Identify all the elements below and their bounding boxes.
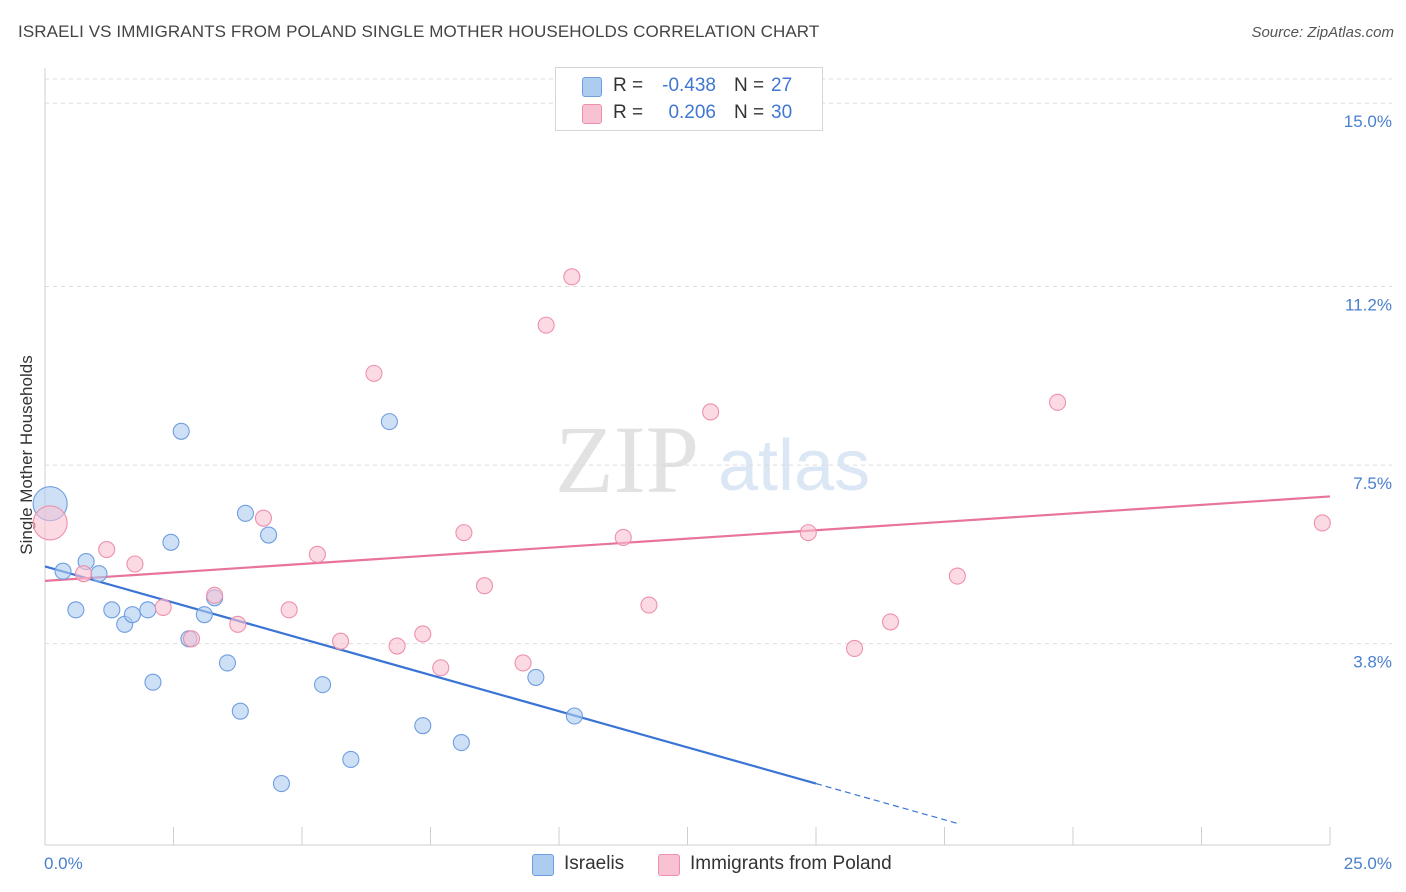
israelis-point xyxy=(527,668,545,686)
poland-point xyxy=(365,364,383,382)
israelis-point xyxy=(144,673,162,691)
poland-point xyxy=(948,567,966,585)
poland-point xyxy=(640,596,658,614)
israelis-point xyxy=(452,733,470,752)
poland-point xyxy=(154,598,172,616)
israelis-point xyxy=(236,504,255,522)
poland-point xyxy=(32,505,68,541)
poland-point xyxy=(308,545,326,563)
legend-swatch-poland xyxy=(582,104,602,124)
trend-lines xyxy=(44,495,1331,825)
axes xyxy=(44,68,1331,846)
legend-n-value: 30 xyxy=(771,102,793,123)
legend-label-israelis: Israelis xyxy=(564,853,625,874)
watermark-zip: ZIP xyxy=(555,406,699,513)
x-tick-label: 25.0% xyxy=(1344,854,1392,873)
chart-title: ISRAELI VS IMMIGRANTS FROM POLAND SINGLE… xyxy=(18,22,820,41)
source-credit: Source: ZipAtlas.com xyxy=(1251,24,1394,41)
poland-point xyxy=(1313,514,1331,532)
legend-r-value: -0.438 xyxy=(662,75,716,96)
poland-point xyxy=(182,630,201,648)
trend-line xyxy=(44,565,817,785)
gridlines xyxy=(45,78,1392,645)
poland-point xyxy=(475,577,494,595)
israelis-point xyxy=(54,562,72,580)
poland-point xyxy=(537,316,555,334)
israelis-point xyxy=(342,750,360,768)
poland-point xyxy=(229,615,247,633)
poland-point xyxy=(455,524,473,542)
poland-point xyxy=(98,540,116,559)
israelis-point xyxy=(103,601,121,619)
poland-point xyxy=(563,268,581,286)
israelis-point xyxy=(218,654,237,672)
data-points xyxy=(32,268,1331,793)
israelis-point xyxy=(139,601,157,619)
tick-labels: 3.8% 7.5% 11.2% 15.0% 0.0% 25.0% xyxy=(44,112,1392,873)
israelis-point xyxy=(565,707,583,725)
legend-swatch-poland xyxy=(658,854,680,876)
x-tick-label: 0.0% xyxy=(44,854,83,873)
israelis-point xyxy=(172,422,190,440)
series-legend: Israelis Immigrants from Poland xyxy=(0,852,1406,878)
poland-point xyxy=(206,586,224,604)
legend-swatch-israelis xyxy=(582,77,602,97)
poland-point xyxy=(614,528,632,547)
poland-point xyxy=(702,403,720,421)
legend-r-label: R = xyxy=(613,75,644,96)
israelis-point xyxy=(260,526,278,544)
israelis-point xyxy=(90,565,108,583)
y-tick-label: 3.8% xyxy=(1353,653,1392,672)
poland-point xyxy=(514,654,532,672)
poland-point xyxy=(331,632,350,650)
poland-point xyxy=(1049,393,1067,411)
trend-line xyxy=(44,495,1331,582)
poland-point xyxy=(881,613,900,631)
poland-point xyxy=(75,565,93,583)
israelis-point xyxy=(314,676,332,694)
poland-point xyxy=(388,637,406,655)
israelis-point xyxy=(380,413,398,431)
israelis-point xyxy=(414,717,432,735)
israelis-point xyxy=(231,702,249,720)
watermark: ZIP atlas xyxy=(555,406,870,513)
legend-n-label: N = xyxy=(734,75,765,96)
poland-point xyxy=(254,509,273,527)
legend-n-label: N = xyxy=(734,102,765,123)
legend-r-label: R = xyxy=(613,102,644,123)
poland-point xyxy=(414,625,432,643)
trend-line-extension xyxy=(815,782,961,825)
legend-label-poland: Immigrants from Poland xyxy=(690,853,892,874)
israelis-point xyxy=(272,775,290,793)
legend-n-value: 27 xyxy=(771,75,793,96)
poland-point xyxy=(280,601,298,619)
poland-point xyxy=(432,659,450,677)
y-tick-label: 15.0% xyxy=(1344,112,1392,131)
legend-row-poland: R = 0.206 N = 30 xyxy=(556,101,822,127)
y-tick-label: 7.5% xyxy=(1353,474,1392,493)
correlation-legend: R = -0.438 N = 27 R = 0.206 N = 30 xyxy=(555,67,823,131)
y-tick-label: 11.2% xyxy=(1345,296,1392,315)
watermark-atlas: atlas xyxy=(718,426,870,506)
poland-point xyxy=(845,639,864,657)
poland-point xyxy=(126,555,144,573)
legend-swatch-israelis xyxy=(532,854,554,876)
israelis-point xyxy=(67,601,85,619)
legend-row-israelis: R = -0.438 N = 27 xyxy=(556,74,822,100)
poland-point xyxy=(799,524,817,542)
israelis-point xyxy=(162,533,180,551)
legend-r-value: 0.206 xyxy=(668,102,716,123)
israelis-point xyxy=(195,606,213,624)
israelis-point xyxy=(123,606,141,624)
